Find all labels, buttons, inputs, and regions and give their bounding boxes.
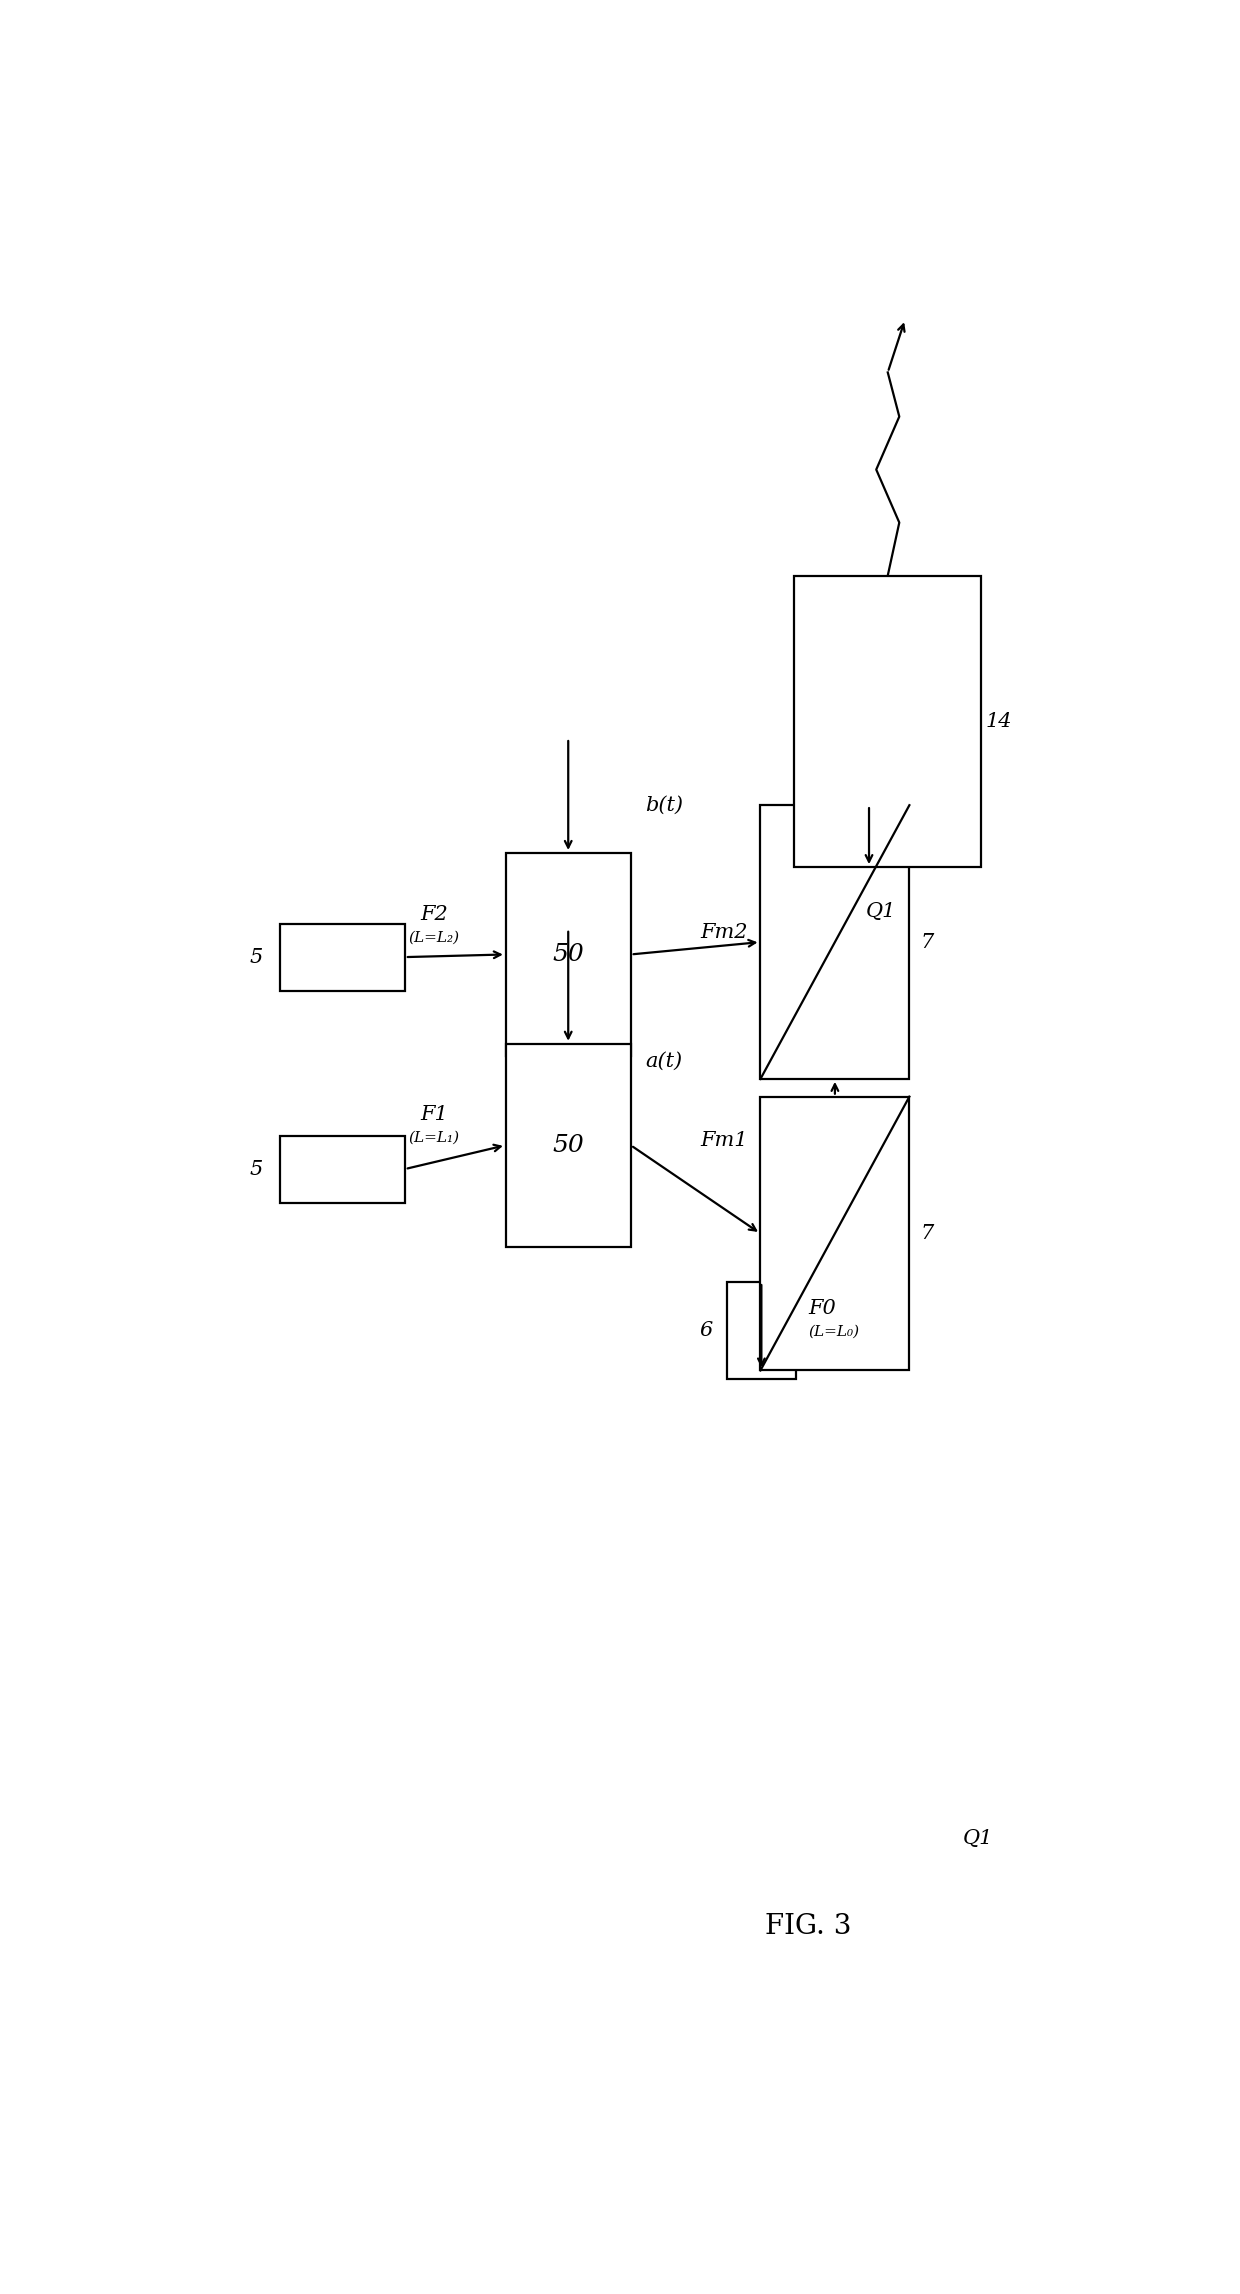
- Text: 7: 7: [920, 1225, 934, 1243]
- Text: 7: 7: [920, 934, 934, 952]
- Text: Q1: Q1: [962, 1828, 992, 1849]
- Text: FIG. 3: FIG. 3: [765, 1913, 852, 1941]
- Text: (L=L₁): (L=L₁): [408, 1131, 459, 1145]
- Text: F2: F2: [420, 906, 448, 924]
- Text: Fm1: Fm1: [701, 1131, 748, 1149]
- Text: F0: F0: [808, 1298, 836, 1319]
- Text: 50: 50: [552, 1133, 584, 1156]
- Text: 14: 14: [986, 711, 1012, 732]
- Text: b(t): b(t): [645, 796, 683, 814]
- Bar: [760, 1097, 909, 1370]
- Text: 50: 50: [552, 943, 584, 966]
- Text: (L=L₀): (L=L₀): [808, 1324, 859, 1340]
- Text: Fm2: Fm2: [701, 922, 748, 943]
- Text: 5: 5: [249, 947, 263, 966]
- Bar: [280, 924, 404, 991]
- Bar: [760, 805, 909, 1078]
- Text: a(t): a(t): [645, 1053, 682, 1071]
- Text: (L=L₂): (L=L₂): [408, 931, 459, 945]
- Bar: [794, 576, 982, 867]
- Bar: [506, 853, 631, 1055]
- Text: 6: 6: [699, 1321, 712, 1340]
- Bar: [506, 1044, 631, 1248]
- Text: 5: 5: [249, 1158, 263, 1179]
- Bar: [280, 1136, 404, 1202]
- Text: F1: F1: [420, 1106, 448, 1124]
- Text: Q1: Q1: [866, 902, 897, 920]
- Bar: [727, 1282, 796, 1379]
